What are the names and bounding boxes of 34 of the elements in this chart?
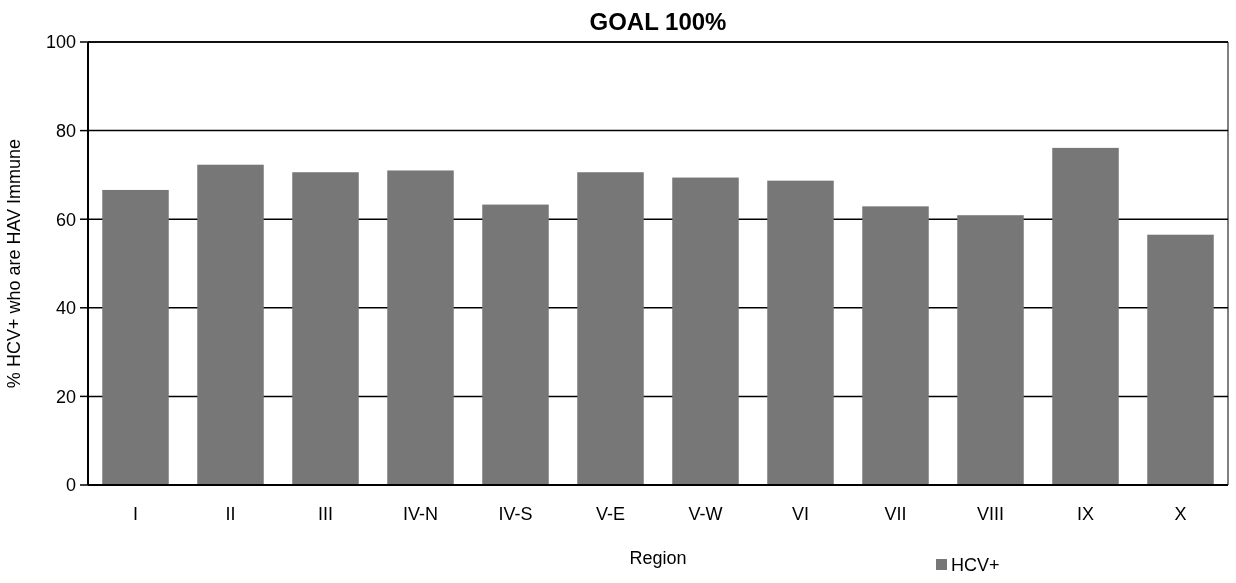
- bar: [1052, 147, 1119, 485]
- bar: [862, 206, 929, 485]
- bar: [577, 172, 644, 485]
- x-tick-label: IV-S: [498, 504, 533, 524]
- bar: [482, 204, 549, 485]
- bar: [1147, 234, 1214, 485]
- x-tick-label: V-W: [688, 504, 723, 524]
- y-tick-label: 100: [45, 32, 76, 53]
- bar: [767, 180, 834, 485]
- x-tick-label: V-E: [595, 504, 626, 524]
- bar: [292, 172, 359, 485]
- y-tick-label: 80: [55, 120, 76, 141]
- x-axis-title: Region: [629, 548, 687, 568]
- bar: [102, 189, 169, 485]
- x-tick-label: IX: [1076, 504, 1095, 524]
- y-tick-label: 40: [55, 298, 76, 319]
- x-tick-label: X: [1174, 504, 1187, 524]
- bar: [387, 170, 454, 485]
- chart-title: GOAL 100%: [589, 8, 727, 35]
- x-tick-label: VII: [884, 504, 907, 524]
- y-tick-label: 0: [65, 475, 76, 496]
- bar: [957, 215, 1024, 485]
- bar: [672, 177, 739, 485]
- y-axis-title: % HCV+ who are HAV Immune: [4, 138, 24, 389]
- bar: [197, 164, 264, 485]
- x-tick-label: II: [225, 504, 236, 524]
- x-tick-label: I: [132, 504, 139, 524]
- x-tick-label: III: [317, 504, 334, 524]
- y-tick-label: 60: [55, 209, 76, 230]
- x-tick-label: VI: [791, 504, 810, 524]
- y-tick-label: 20: [55, 386, 76, 407]
- legend-label: HCV+: [951, 555, 1000, 575]
- x-tick-label: VIII: [976, 504, 1005, 524]
- x-tick-label: IV-N: [402, 504, 439, 524]
